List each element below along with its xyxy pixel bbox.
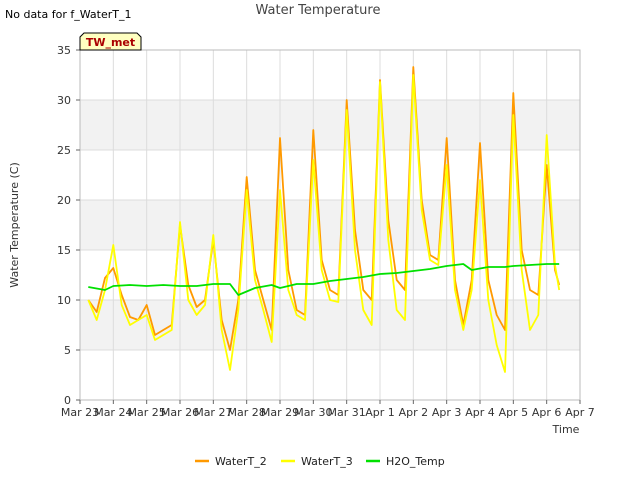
x-tick-label: Apr 4 bbox=[465, 406, 495, 419]
y-tick-label: 35 bbox=[57, 44, 71, 57]
y-tick-label: 25 bbox=[57, 144, 71, 157]
x-tick-label: Mar 24 bbox=[94, 406, 132, 419]
plot-band bbox=[80, 100, 580, 150]
x-tick-label: Mar 28 bbox=[228, 406, 266, 419]
station-badge-shape bbox=[79, 32, 142, 51]
series-line-h2o-temp bbox=[88, 263, 560, 296]
x-tick-label: Mar 26 bbox=[161, 406, 199, 419]
station-badge: TW_met bbox=[79, 32, 142, 51]
x-tick-label: Mar 25 bbox=[128, 406, 166, 419]
x-tick-label: Mar 29 bbox=[261, 406, 299, 419]
legend-label: H2O_Temp bbox=[386, 455, 445, 468]
y-tick-label: 5 bbox=[64, 344, 71, 357]
chart-title: Water Temperature bbox=[256, 3, 381, 18]
x-tick-label: Mar 30 bbox=[294, 406, 332, 419]
x-tick-label: Apr 3 bbox=[432, 406, 462, 419]
y-tick-label: 15 bbox=[57, 244, 71, 257]
series-line-watert-3 bbox=[87, 74, 561, 373]
y-tick-label: 0 bbox=[64, 394, 71, 407]
station-badge-label: TW_met bbox=[86, 36, 135, 49]
y-tick-label: 20 bbox=[57, 194, 71, 207]
plot-border bbox=[79, 49, 581, 401]
x-tick-label: Mar 31 bbox=[328, 406, 366, 419]
plot-bands bbox=[80, 100, 580, 350]
x-tick-label: Mar 27 bbox=[194, 406, 232, 419]
x-axis-label: Time bbox=[552, 423, 580, 436]
plot-frame bbox=[79, 49, 581, 401]
x-tick-label: Apr 2 bbox=[399, 406, 429, 419]
x-tick-label: Apr 6 bbox=[532, 406, 562, 419]
y-axis-label: Water Temperature (C) bbox=[8, 162, 21, 287]
x-tick-label: Apr 7 bbox=[565, 406, 595, 419]
plot-band bbox=[80, 200, 580, 250]
x-tick-label: Apr 5 bbox=[499, 406, 529, 419]
y-tick-label: 10 bbox=[57, 294, 71, 307]
x-tick-label: Apr 1 bbox=[365, 406, 395, 419]
plot-series bbox=[87, 66, 561, 373]
legend-label: WaterT_2 bbox=[215, 455, 267, 468]
x-tick-label: Mar 23 bbox=[61, 406, 99, 419]
no-data-note: No data for f_WaterT_1 bbox=[5, 8, 131, 21]
legend: WaterT_2 WaterT_3 H2O_Temp bbox=[195, 455, 445, 468]
legend-label: WaterT_3 bbox=[301, 455, 353, 468]
series-line-watert-2 bbox=[87, 66, 561, 351]
y-tick-label: 30 bbox=[57, 94, 71, 107]
